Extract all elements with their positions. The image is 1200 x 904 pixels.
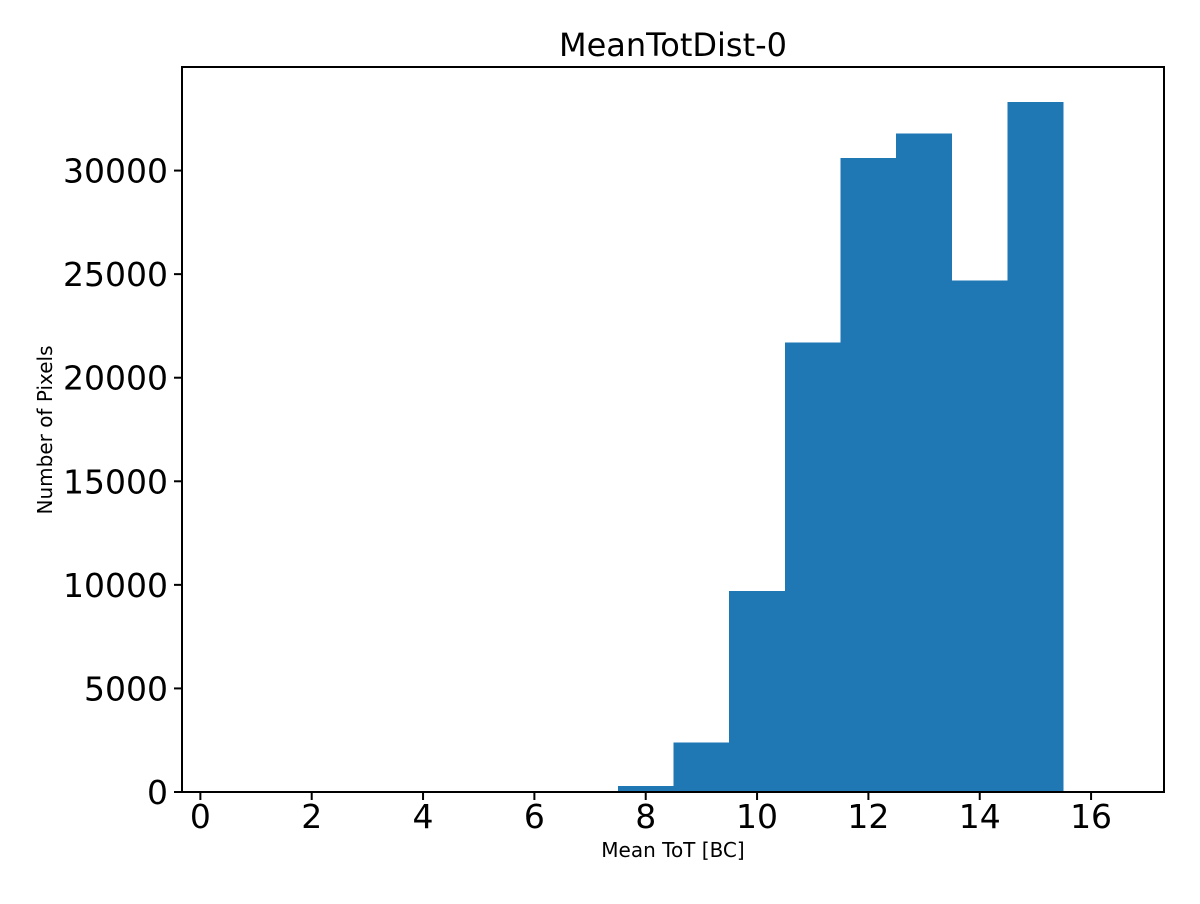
histogram-bar xyxy=(896,133,952,793)
y-tick-label: 5000 xyxy=(84,669,168,708)
y-tick-label: 15000 xyxy=(63,462,168,501)
x-axis-label: Mean ToT [BC] xyxy=(601,838,744,862)
histogram-bar xyxy=(729,591,785,792)
x-tick-label: 0 xyxy=(190,797,211,836)
x-tick-label: 2 xyxy=(301,797,322,836)
histogram-bar xyxy=(784,342,841,792)
x-tick-label: 10 xyxy=(736,797,778,836)
histogram-bar xyxy=(673,742,730,792)
y-tick-label: 20000 xyxy=(63,359,168,398)
y-tick-label: 0 xyxy=(147,773,168,812)
histogram-bar xyxy=(951,280,1008,792)
x-tick-label: 12 xyxy=(847,797,889,836)
histogram-bars xyxy=(562,102,1064,793)
y-tick-label: 10000 xyxy=(63,566,168,605)
x-tick-label: 16 xyxy=(1070,797,1112,836)
x-tick-label: 8 xyxy=(635,797,656,836)
x-axis-ticks: 0 2 4 6 8 10 12 14 16 xyxy=(190,792,1112,836)
chart-title: MeanTotDist-0 xyxy=(559,26,787,64)
y-axis-ticks: 0 5000 10000 15000 20000 25000 30000 xyxy=(63,152,182,812)
y-axis-label: Number of Pixels xyxy=(33,345,57,514)
y-tick-label: 25000 xyxy=(63,255,168,294)
x-tick-label: 4 xyxy=(413,797,434,836)
histogram-bar xyxy=(1007,102,1064,792)
plot-frame xyxy=(181,66,1165,793)
x-tick-label: 6 xyxy=(524,797,545,836)
y-tick-label: 30000 xyxy=(63,152,168,191)
histogram-bar xyxy=(617,785,674,792)
histogram-bar xyxy=(840,158,897,793)
x-tick-label: 14 xyxy=(959,797,1001,836)
